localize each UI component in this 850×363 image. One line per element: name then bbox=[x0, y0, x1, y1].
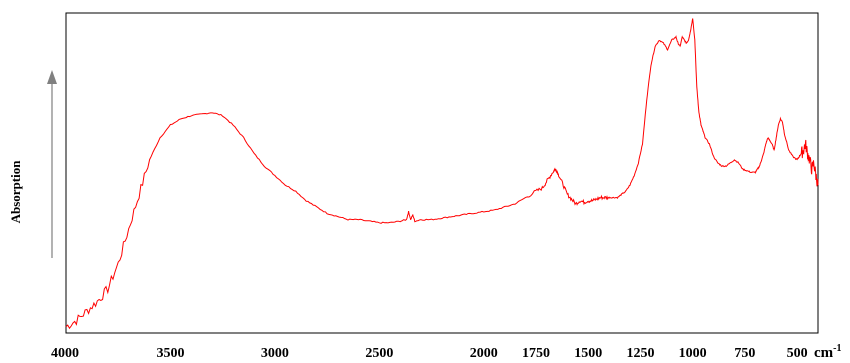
x-tick-label: 1750 bbox=[522, 346, 550, 361]
series-line bbox=[65, 18, 819, 330]
x-tick-label: 500 bbox=[787, 346, 808, 361]
x-tick-label: 4000 bbox=[51, 346, 79, 361]
x-tick-label: 750 bbox=[734, 346, 755, 361]
x-tick-label: 3000 bbox=[261, 346, 289, 361]
y-axis-label: Absorption bbox=[8, 160, 23, 224]
x-axis-unit-exponent: -1 bbox=[833, 343, 841, 354]
y-axis-arrow bbox=[47, 70, 57, 258]
plot-frame bbox=[65, 12, 819, 334]
x-tick-label: 3500 bbox=[156, 346, 184, 361]
x-tick-label: 2000 bbox=[470, 346, 498, 361]
x-tick-label: 1250 bbox=[626, 346, 654, 361]
x-tick-label: 2500 bbox=[365, 346, 393, 361]
x-axis-unit-base: cm bbox=[814, 345, 834, 361]
x-tick-label: 1500 bbox=[574, 346, 602, 361]
x-axis-unit-label: cm-1 bbox=[814, 343, 842, 361]
x-tick-labels: 4000 3500 3000 2500 2000 1750 1500 1250 1000 750 5… bbox=[51, 346, 808, 361]
x-tick-label: 1000 bbox=[679, 346, 707, 361]
